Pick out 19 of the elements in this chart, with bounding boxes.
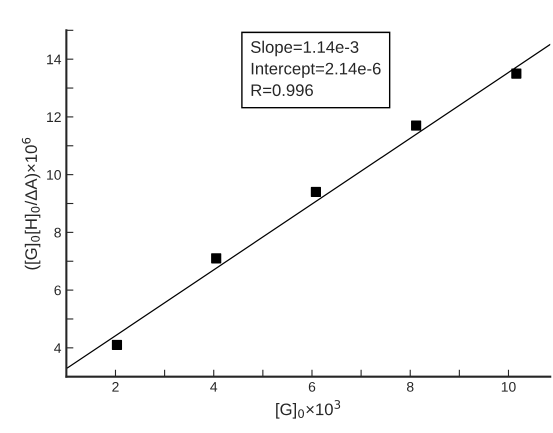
x-tick-label: 6 [308, 382, 316, 392]
x-tick-label: 4 [210, 382, 218, 392]
y-tick-label: 10 [47, 170, 61, 180]
x-tick-label: 10 [502, 382, 516, 392]
y-tick-label: 8 [54, 228, 61, 238]
x-axis-title: [G]$_{0}$×10$^{3}$ [276, 400, 340, 419]
y-tick-label: 6 [54, 285, 61, 296]
y-tick-label: 12 [47, 112, 61, 122]
x-tick-label: 2 [112, 382, 119, 392]
point [511, 68, 522, 79]
y-axis-title: ([G]$_{0}$[H]$_{0}$/ΔA)×10$^{6}$ [22, 138, 40, 270]
y-tick-label: 4 [54, 343, 62, 353]
point [310, 186, 321, 198]
point [112, 340, 122, 350]
point [211, 253, 222, 264]
x-tick-label: 8 [406, 382, 414, 392]
y-tick-label: 14 [47, 54, 62, 64]
point [411, 120, 422, 131]
annotation: Slope=1.14e-3 Intercept=2.14e-6 R=0.996 [250, 40, 381, 96]
